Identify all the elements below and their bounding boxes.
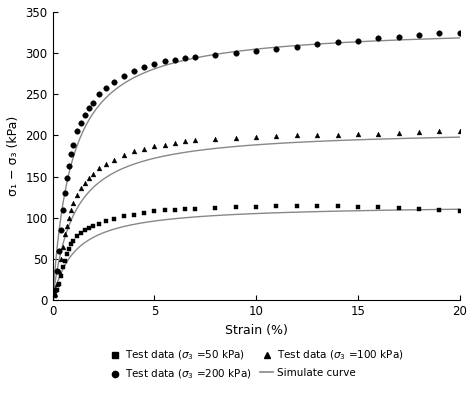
- X-axis label: Strain (%): Strain (%): [225, 324, 288, 337]
- Y-axis label: σ₁ − σ₃ (kPa): σ₁ − σ₃ (kPa): [7, 116, 20, 196]
- Legend: Test data ($\sigma_3$ =50 kPa), Test data ($\sigma_3$ =200 kPa), Test data ($\si: Test data ($\sigma_3$ =50 kPa), Test dat…: [109, 349, 403, 381]
